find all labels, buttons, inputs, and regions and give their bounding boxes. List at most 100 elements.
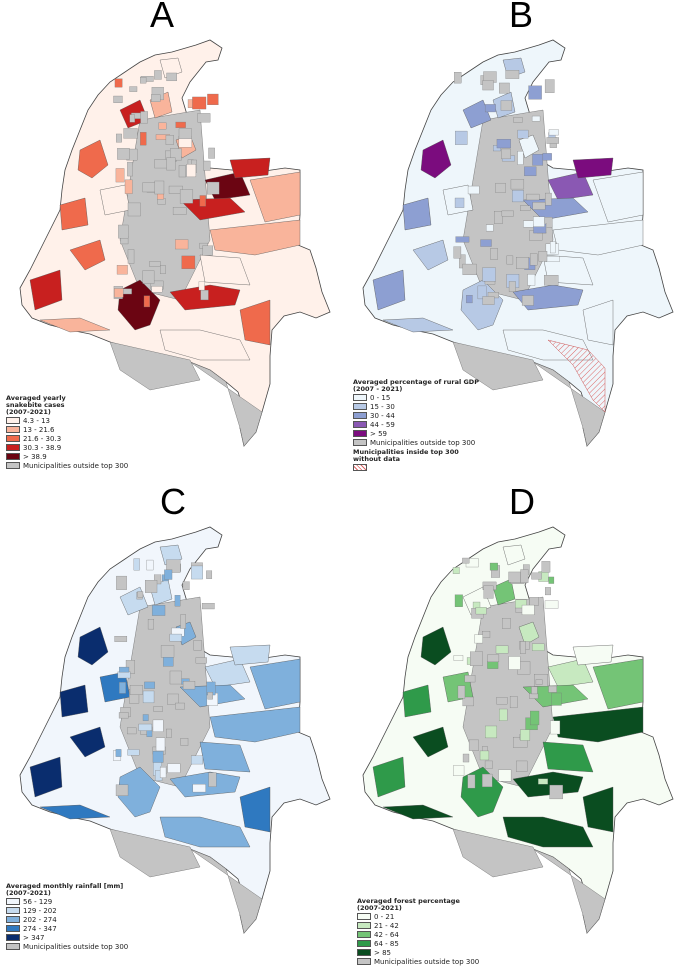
municipality-region: [542, 741, 594, 773]
municipality-region: [69, 726, 106, 758]
municipality-cell: [545, 587, 551, 596]
municipality-cell: [129, 86, 138, 92]
legend-swatch: [353, 403, 367, 410]
legend-item: > 59: [353, 429, 513, 438]
municipality-cell: [164, 569, 173, 580]
municipality-cell: [517, 129, 529, 139]
legend-item: 4.3 - 13: [6, 416, 156, 425]
municipality-cell: [166, 728, 172, 738]
legend-title-line: (2007 - 2021): [353, 385, 403, 393]
municipality-cell: [545, 192, 552, 206]
municipality-region: [372, 269, 406, 311]
region-no-data-hatched: [547, 339, 606, 413]
municipality-cell: [206, 181, 220, 195]
legend-swatch: [6, 435, 20, 442]
municipality-region: [592, 171, 644, 223]
municipality-cell: [466, 295, 473, 304]
municipality-cell: [546, 137, 559, 144]
legend-label: 21 - 42: [374, 921, 399, 930]
municipality-cell: [114, 78, 123, 88]
municipality-cell: [483, 585, 494, 599]
legend-label: Municipalities outside top 300: [374, 957, 480, 966]
region-outside-top300: [532, 361, 606, 447]
municipality-cell: [529, 693, 539, 699]
municipality-cell: [526, 193, 540, 201]
legend-title-line: without data: [353, 455, 400, 463]
colombia-map: [362, 39, 674, 447]
legend-label: 274 - 347: [23, 924, 57, 933]
municipality-region: [77, 139, 109, 179]
municipality-cell: [151, 94, 161, 102]
municipality-region: [502, 544, 526, 566]
municipality-cell: [453, 246, 462, 259]
municipality-cell: [180, 614, 187, 629]
legend-swatch: [353, 430, 367, 437]
municipality-cell: [137, 591, 144, 598]
municipality-cell: [118, 224, 129, 239]
municipality-cell: [512, 190, 524, 203]
municipality-region: [29, 269, 63, 311]
legend-swatch: [357, 931, 371, 938]
municipality-cell: [517, 151, 524, 165]
municipality-cell: [467, 185, 480, 195]
municipality-cell: [143, 295, 150, 308]
municipality-cell: [474, 634, 483, 644]
municipality-region: [518, 621, 540, 646]
municipality-cell: [495, 182, 506, 193]
legend-label: 0 - 21: [374, 912, 395, 921]
municipality-region: [229, 157, 271, 179]
municipality-cell: [482, 80, 494, 91]
municipality-cell: [175, 239, 189, 250]
legend-swatch: [353, 439, 367, 446]
municipality-region: [420, 139, 452, 179]
municipality-cell: [506, 255, 514, 265]
municipality-cell: [175, 121, 186, 128]
municipality-cell: [129, 685, 143, 695]
municipality-cell: [535, 679, 543, 685]
municipality-cell: [116, 265, 128, 275]
municipality-region: [117, 766, 161, 818]
municipality-cell: [541, 561, 551, 573]
municipality-cell: [457, 685, 466, 699]
municipality-region: [249, 171, 301, 223]
municipality-cell: [482, 267, 496, 282]
municipality-cell: [127, 202, 141, 217]
municipality-cell: [513, 117, 523, 123]
panel-b: B Averaged percentage of rural GDP (2007…: [343, 0, 685, 486]
legend-swatch: [6, 426, 20, 433]
municipality-cell: [531, 572, 542, 580]
municipality-cell: [486, 224, 494, 232]
municipality-cell: [453, 765, 465, 776]
municipality-region: [249, 658, 301, 710]
legend-swatch: [357, 958, 371, 965]
legend-item: 30 - 44: [353, 411, 513, 420]
legend-label: 42 - 64: [374, 930, 399, 939]
municipality-region: [159, 816, 251, 848]
municipality-cell: [151, 286, 163, 293]
municipality-region: [29, 756, 63, 798]
municipality-cell: [544, 79, 555, 93]
legend-label: 129 - 202: [23, 906, 57, 915]
map-legend: Averaged forest percentage (2007-2021) 0…: [357, 898, 517, 966]
municipality-cell: [140, 77, 147, 84]
municipality-region: [547, 658, 594, 688]
map-legend: Averaged percentage of rural GDP (2007 -…: [353, 379, 513, 472]
municipality-cell: [532, 643, 545, 651]
region-outside-top300: [452, 828, 544, 878]
municipality-cell: [453, 655, 464, 661]
legend-swatch: [353, 394, 367, 401]
municipality-cell: [174, 595, 181, 607]
municipality-region: [209, 706, 301, 743]
municipality-cell: [496, 697, 508, 705]
municipality-cell: [530, 710, 540, 726]
municipality-cell: [467, 774, 476, 789]
municipality-cell: [551, 692, 562, 706]
municipality-cell: [502, 618, 511, 629]
municipality-cell: [479, 750, 490, 761]
legend-label: 44 - 59: [370, 420, 395, 429]
municipality-region: [199, 254, 251, 286]
municipality-cell: [142, 270, 155, 284]
municipality-region: [420, 626, 452, 666]
legend-swatch: [357, 922, 371, 929]
municipality-region: [382, 804, 454, 820]
